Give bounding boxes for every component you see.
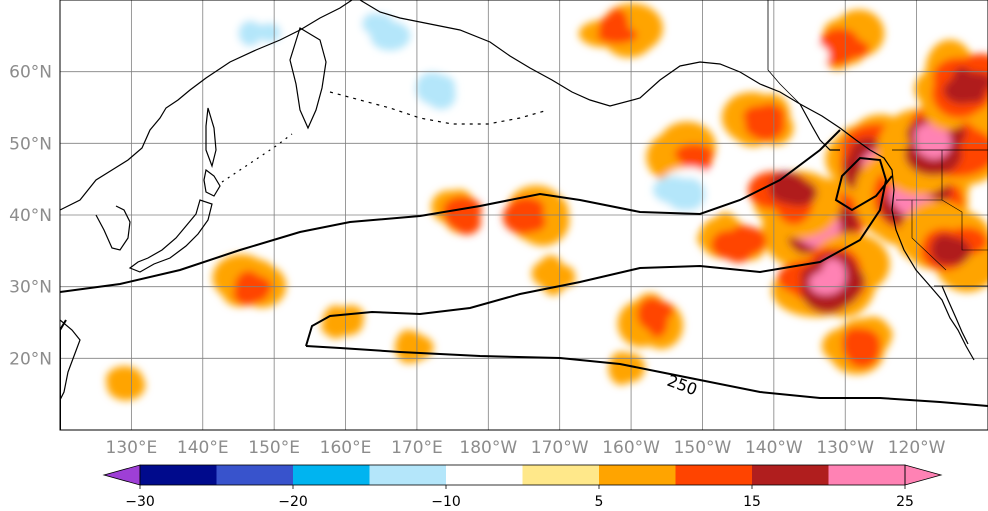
latitude-label: 60°N: [9, 63, 52, 83]
longitude-label: 160°E: [320, 438, 372, 458]
contour-lines: 250: [60, 129, 988, 430]
anomaly-blob: [932, 236, 971, 266]
map-frame: [59, 0, 988, 431]
anomaly-blob: [743, 105, 771, 128]
longitude-label: 170°W: [531, 438, 589, 458]
us-state-line-3: [896, 199, 947, 271]
contour-middle: [60, 156, 893, 430]
na-west-coast: [869, 149, 975, 361]
anomaly-blob: [419, 73, 456, 98]
anomaly-blob: [369, 20, 411, 51]
colorbar-bin: [522, 465, 599, 485]
colorbar-bin: [369, 465, 446, 485]
anomaly-blob: [917, 125, 952, 159]
kuril-islands: [221, 133, 293, 183]
longitude-label: 150°E: [248, 438, 300, 458]
latitude-labels: 60°N 50°N 40°N 30°N 20°N: [9, 63, 52, 370]
colorbar-tick-label: −10: [431, 494, 461, 510]
latitude-label: 50°N: [9, 134, 52, 154]
anomaly-blob: [771, 171, 796, 201]
longitude-label: 160°W: [602, 438, 660, 458]
longitude-label: 130°E: [106, 438, 158, 458]
colorbar-bin: [752, 465, 829, 485]
colorbar-bin: [140, 465, 217, 485]
colorbar-bin: [216, 465, 293, 485]
anomaly-blob: [505, 111, 534, 133]
colorbar-bin: [828, 465, 905, 485]
colorbar-outline: [139, 464, 906, 486]
anomaly-blob: [243, 282, 269, 303]
anomaly-blob: [60, 154, 89, 172]
anomaly-blob: [181, 370, 207, 404]
longitude-label: 150°W: [674, 438, 732, 458]
coastlines: [60, 0, 988, 401]
longitude-label: 170°E: [391, 438, 443, 458]
latitude-label: 40°N: [9, 206, 52, 226]
anomaly-blob: [572, 344, 600, 367]
anomaly-blob: [238, 22, 266, 41]
kamchatka: [289, 27, 327, 130]
anomaly-blob: [330, 314, 363, 336]
colorbar-tick-label: 25: [896, 494, 914, 510]
anomaly-field: [60, 0, 988, 410]
anomaly-blob: [943, 77, 981, 104]
sakhalin: [205, 107, 217, 169]
anomaly-blob: [169, 98, 192, 118]
longitude-labels: 130°E 140°E 150°E 160°E 170°E 180°W 170°W 160°W…: [106, 438, 946, 458]
anomaly-blob: [303, 100, 330, 129]
us-state-line: [941, 150, 988, 251]
alaska-panhandle: [799, 103, 840, 151]
colorbar-tick-label: 5: [595, 494, 604, 510]
anomaly-blob: [394, 334, 434, 361]
colorbar-bin: [599, 465, 676, 485]
japan-honshu: [128, 199, 213, 273]
border-alaska-canada: [767, 0, 801, 105]
latitude-label: 30°N: [9, 278, 52, 298]
china-coast: [60, 319, 81, 401]
anomaly-blob: [106, 369, 146, 401]
longitude-label: 130°W: [816, 438, 874, 458]
baja-california: [941, 285, 969, 345]
colorbar-bin: [675, 465, 752, 485]
anomaly-blob: [660, 76, 684, 99]
korea-coast: [95, 205, 131, 251]
japan-hokkaido: [203, 168, 221, 197]
latitude-label: 20°N: [9, 349, 52, 369]
anomaly-blob: [722, 232, 755, 263]
anomaly-blob: [614, 353, 646, 383]
colorbar: −30 −20 −10 5 15 25: [102, 464, 943, 510]
colorbar-bin: [446, 465, 523, 485]
anomaly-blob: [539, 255, 563, 281]
anomaly-blob: [523, 211, 546, 232]
anomaly-blob: [489, 108, 511, 126]
anomaly-blob: [60, 158, 63, 170]
anomaly-blob: [820, 28, 859, 56]
colorbar-tick-label: 15: [743, 494, 761, 510]
colorbar-under-arrow: [102, 464, 141, 486]
anomaly-blob: [844, 332, 881, 363]
colorbar-over-arrow: [904, 464, 943, 486]
contour-north: [60, 129, 841, 293]
colorbar-bin: [293, 465, 370, 485]
contour-value-label: 250: [665, 371, 700, 399]
colorbar-tick-label: −20: [278, 494, 308, 510]
contour-south: [305, 345, 988, 407]
anomaly-blob: [794, 43, 829, 68]
longitude-label: 180°W: [459, 438, 517, 458]
anomaly-blob: [673, 177, 706, 211]
longitude-label: 120°W: [888, 438, 946, 458]
longitude-label: 140°W: [745, 438, 803, 458]
anomaly-blob: [602, 19, 628, 40]
anomaly-blob: [650, 301, 674, 319]
longitude-label: 140°E: [177, 438, 229, 458]
colorbar-tick-label: −30: [125, 494, 155, 510]
anomaly-blob: [809, 271, 843, 295]
